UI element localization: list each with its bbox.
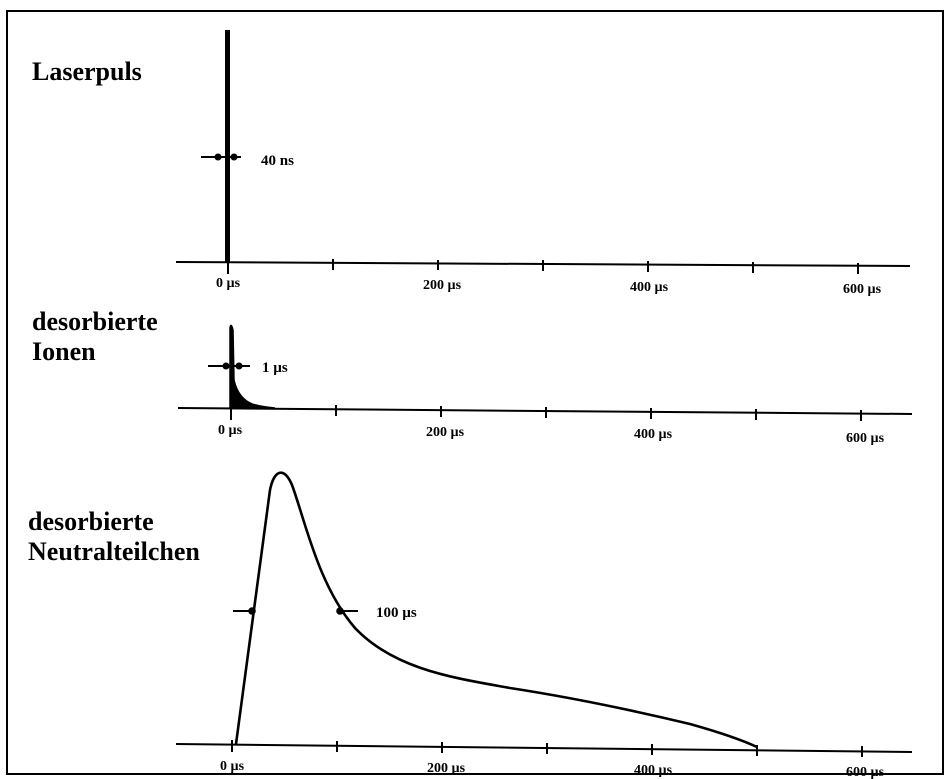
neutral-curve [234,471,758,749]
tick-label-1-0: 0 µs [216,276,241,291]
panel-label-neutral-line2: Neutralteilchen [28,537,200,566]
width-marker-dot-left-3 [248,607,256,615]
width-marker-dot-right-1 [230,153,238,161]
panel-ionen: desorbierte Ionen 0 µs 200 µs 400 µs 600… [32,307,913,446]
panel-label-ionen-line2: Ionen [32,337,96,366]
tick-label-1-600: 600 µs [843,282,882,297]
width-marker-dot-right-2 [235,362,243,370]
tick-label-3-600: 600 µs [846,765,885,779]
width-marker-dot-right-3 [336,607,344,615]
tick-label-3-400: 400 µs [634,763,673,778]
panel-label-neutral-line1: desorbierte [28,507,154,536]
tick-label-1-200: 200 µs [423,278,462,293]
width-label-2: 1 µs [262,360,288,376]
width-marker-dot-left-1 [214,153,222,161]
tick-label-2-200: 200 µs [426,425,465,440]
time-axis-3 [175,743,913,753]
width-label-3: 100 µs [376,605,417,621]
tick-label-2-0: 0 µs [218,423,243,438]
panel-label-ionen-line1: desorbierte [32,307,158,336]
tick-label-2-400: 400 µs [634,427,673,442]
figure-frame [6,10,944,775]
tick-label-3-0: 0 µs [220,759,245,774]
tick-label-2-600: 600 µs [846,431,885,446]
laser-pulse-curve [225,30,230,262]
ionen-curve [229,324,276,409]
width-marker-dot-left-2 [222,362,230,370]
panel-laserpuls: Laserpuls 0 µs 200 µs 400 µs 600 µs 40 n… [32,30,911,297]
panel-neutralteilchen: desorbierte Neutralteilchen 0 µs 200 µs … [28,471,913,779]
tick-label-1-400: 400 µs [630,280,669,295]
tick-label-3-200: 200 µs [427,761,466,776]
panel-label-laserpuls: Laserpuls [32,57,142,86]
width-label-1: 40 ns [261,153,294,169]
